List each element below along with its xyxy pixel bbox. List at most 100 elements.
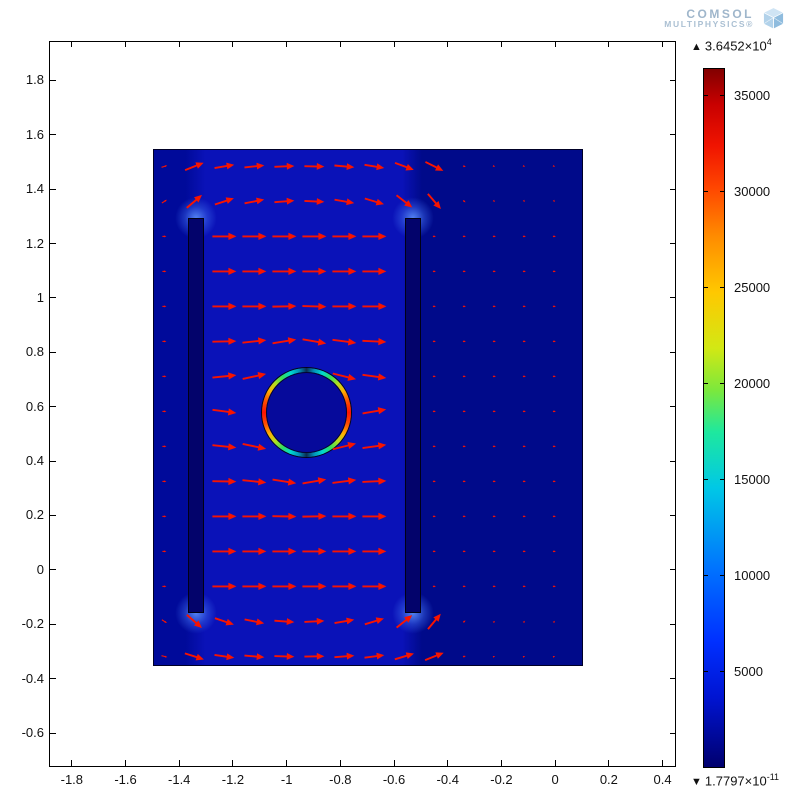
colorbar-tick-right [720,191,724,193]
x-axis-tick-label: -0.4 [436,772,459,787]
y-axis-tick [50,678,56,680]
y-axis-tick-right [670,351,675,353]
colorbar-tick-right [720,575,724,577]
y-axis-tick-label: 0 [36,561,44,577]
x-axis-tick-top [232,42,234,47]
x-axis-tick [500,760,502,766]
colorbar-tick-right [720,479,724,481]
x-axis-tick [662,760,664,766]
y-axis-tick [50,514,56,516]
x-axis-tick-label: -1.2 [221,772,245,787]
colorbar-tick-label: 10000 [734,567,771,583]
x-axis-tick [554,760,556,766]
x-axis-tick-label: 0 [551,772,559,787]
comsol-logo-text: COMSOL MULTIPHYSICS® [664,8,754,30]
x-axis-tick-top [608,42,610,47]
x-axis-tick [447,760,449,766]
x-axis-tick-label: 0.2 [599,772,618,787]
y-axis-tick-label: 1.2 [25,235,44,251]
y-axis-tick-right [670,297,675,299]
y-axis-tick-label: 1.6 [25,126,44,142]
colorbar-tick-left [704,287,708,289]
y-axis-tick [50,569,56,571]
comsol-logo: COMSOL MULTIPHYSICS® [664,5,787,32]
x-axis-tick-top [662,42,664,47]
y-axis-tick-right [670,188,675,190]
coil-right-cross-section [404,218,421,613]
y-axis-tick [50,460,56,462]
y-axis-tick-right [670,569,675,571]
x-axis-tick-top [339,42,341,47]
y-axis-tick-right [670,134,675,136]
workpiece-circle [261,368,351,458]
x-axis-tick-top [393,42,395,47]
workpiece-circle-interior [265,372,347,454]
x-axis-tick [393,760,395,766]
y-axis-tick [50,79,56,81]
colorbar-tick-right [720,671,724,673]
y-axis-tick-label: 1.8 [25,72,44,88]
y-axis-tick-label: -0.6 [21,725,44,740]
y-axis-tick [50,134,56,136]
y-axis-tick [50,623,56,625]
x-axis-tick-top [125,42,127,47]
y-axis-tick-right [670,243,675,245]
x-axis-tick [339,760,341,766]
y-axis-tick [50,351,56,353]
y-axis-tick-label: 0.6 [25,398,44,414]
max-triangle-icon: ▲ [691,41,702,54]
x-axis-tick-label: -0.8 [329,772,352,787]
x-axis-tick [71,760,73,766]
colorbar-tick-label: 25000 [734,279,771,295]
colorbar-tick-left [704,95,708,97]
y-axis-tick-label: -0.4 [21,670,44,686]
y-axis-tick-label: 1.4 [25,181,44,197]
x-axis-tick [232,760,234,766]
x-axis-tick-top [71,42,73,47]
y-axis-tick-label: 0.8 [25,344,44,360]
model-domain-surface [153,149,583,667]
y-axis-tick-label: 0.4 [25,453,44,469]
colorbar-tick-label: 5000 [734,663,763,679]
y-axis-tick-label: 1 [36,289,44,305]
colorbar-tick-right [720,95,724,97]
x-axis-tick [286,760,288,766]
colorbar-tick-right [720,383,724,385]
colorbar-tick-label: 35000 [734,87,771,103]
colorbar-tick-left [704,383,708,385]
colorbar-tick-label: 15000 [734,471,771,487]
y-axis-tick-right [670,678,675,680]
x-axis-tick-top [178,42,180,47]
y-axis-tick [50,732,56,734]
y-axis-tick [50,297,56,299]
y-axis-tick [50,406,56,408]
y-axis-tick-right [670,732,675,734]
y-axis-tick-right [670,460,675,462]
plot-canvas[interactable] [49,41,676,767]
x-axis-tick-label: -0.6 [382,772,406,787]
x-axis-tick-label: -1 [280,772,293,787]
colorbar-tick-right [720,287,724,289]
x-axis-tick-top [447,42,449,47]
x-axis-tick-label: 0.4 [653,772,672,787]
min-triangle-icon: ▼ [691,776,702,789]
colorbar-tick-left [704,575,708,577]
y-axis-tick-label: -0.2 [21,616,44,632]
x-axis-tick-top [500,42,502,47]
colorbar-min-label: ▼ 1.7797×10-11 [691,772,780,789]
y-axis-tick [50,188,56,190]
y-axis-tick-right [670,406,675,408]
x-axis-tick-label: -0.2 [490,772,513,787]
y-axis-tick-right [670,514,675,516]
y-axis-tick [50,243,56,245]
colorbar-tick-label: 30000 [734,183,771,199]
comsol-cube-icon [762,7,785,30]
x-axis-tick [125,760,127,766]
colorbar-gradient [703,68,725,768]
colorbar-tick-left [704,479,708,481]
x-axis-tick-label: -1.4 [168,772,191,787]
logo-multiphysics-label: MULTIPHYSICS® [664,19,754,30]
x-axis-tick-label: -1.6 [114,772,137,787]
colorbar-tick-label: 20000 [734,375,771,391]
